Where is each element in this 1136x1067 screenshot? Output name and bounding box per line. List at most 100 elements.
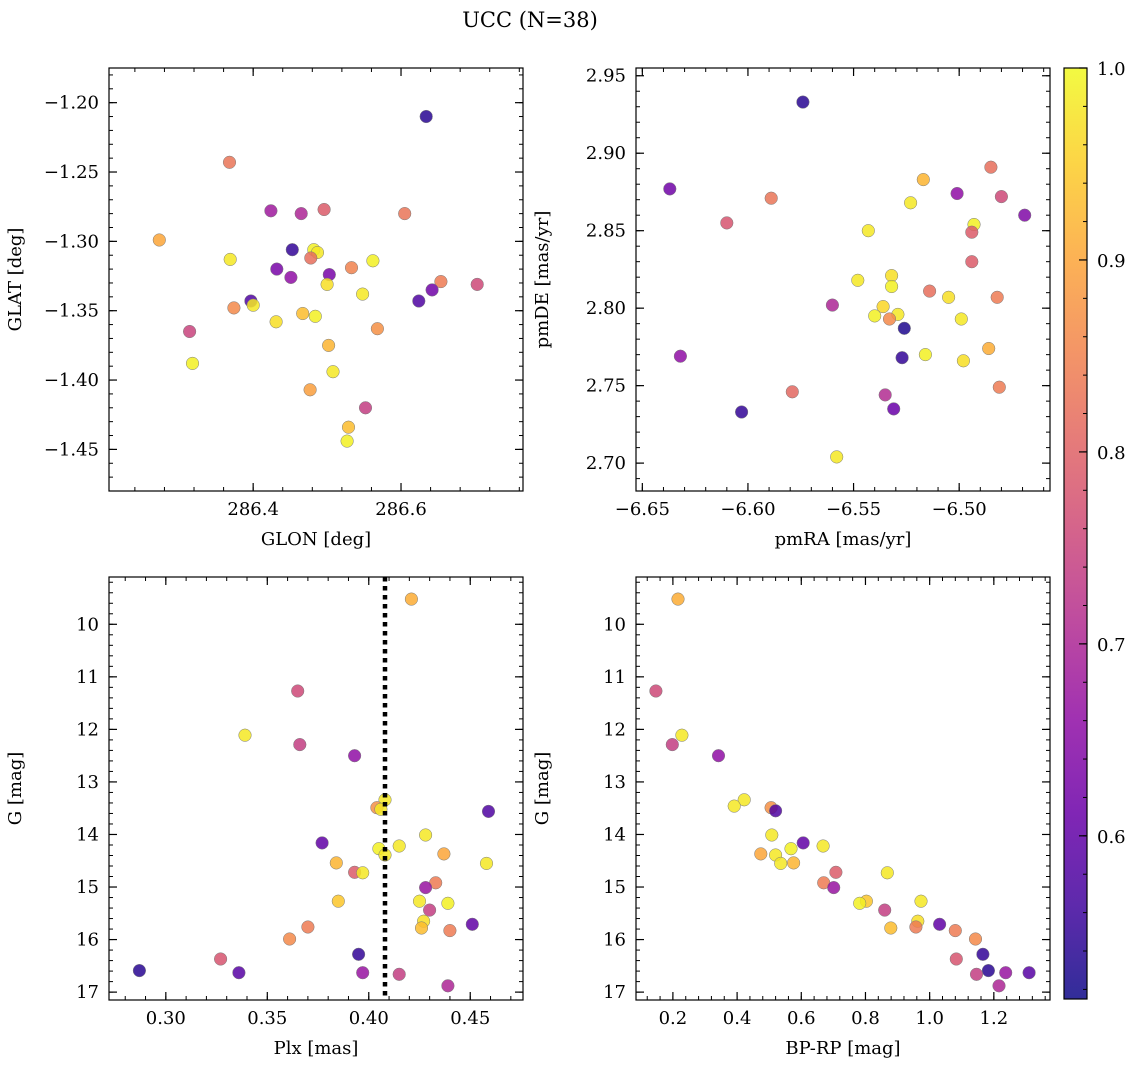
- scatter-point: [398, 207, 412, 221]
- scatter-point: [414, 921, 429, 935]
- x-tick-label: −6.65: [615, 499, 670, 520]
- scatter-point: [419, 881, 433, 895]
- scatter-point: [285, 243, 299, 257]
- y-tick-label: 14: [603, 824, 626, 845]
- scatter-point: [304, 251, 318, 265]
- scatter-point: [270, 262, 284, 276]
- scatter-point: [916, 173, 930, 187]
- scatter-point: [303, 383, 317, 397]
- y-tick-label: −1.25: [44, 162, 99, 183]
- scatter-point: [816, 839, 830, 853]
- scatter-point: [352, 947, 366, 961]
- scatter-point: [878, 388, 892, 402]
- colorbar-tick-label: 1.0: [1097, 59, 1126, 80]
- scatter-point: [673, 349, 687, 363]
- scatter-point: [965, 255, 979, 269]
- scatter-point: [711, 749, 726, 763]
- y-tick-label: −1.30: [44, 231, 99, 252]
- y-axis-label: G [mag]: [532, 752, 553, 825]
- scatter-point: [356, 866, 370, 880]
- x-tick-label: 0.8: [851, 1008, 880, 1029]
- scatter-point: [222, 155, 237, 169]
- scatter-point: [796, 95, 810, 109]
- axes-frame: [635, 576, 1051, 1001]
- colorbar-frame: [1063, 67, 1088, 1000]
- colorbar-tick-label: 0.6: [1097, 827, 1126, 848]
- scatter-point: [942, 290, 956, 304]
- y-tick-label: 2.95: [586, 66, 626, 87]
- scatter-point: [829, 865, 843, 879]
- scatter-point: [999, 966, 1013, 980]
- scatter-point: [479, 856, 494, 870]
- y-tick-label: 17: [76, 982, 99, 1003]
- scatter-point: [769, 804, 783, 818]
- y-tick-label: 2.75: [586, 376, 626, 397]
- scatter-point: [356, 966, 370, 980]
- scatter-point: [232, 966, 246, 980]
- scatter-point: [425, 283, 439, 297]
- y-tick-label: 17: [603, 982, 626, 1003]
- scatter-point: [727, 799, 741, 813]
- scatter-point: [948, 924, 962, 938]
- scatter-point: [214, 952, 228, 966]
- axis-ticks: [636, 577, 1050, 1000]
- scatter-point: [984, 160, 998, 174]
- scatter-points: [663, 95, 1032, 464]
- scatter-point: [784, 842, 798, 856]
- y-tick-label: 11: [603, 667, 626, 688]
- scatter-point: [437, 847, 451, 861]
- scatter-point: [887, 402, 901, 416]
- scatter-point: [481, 804, 496, 818]
- scatter-point: [950, 186, 964, 201]
- x-tick-label: 0.30: [146, 1008, 186, 1029]
- scatter-point: [949, 952, 963, 966]
- scatter-point: [423, 903, 437, 917]
- scatter-point: [348, 749, 362, 763]
- scatter-point: [465, 917, 479, 931]
- scatter-point: [720, 216, 734, 230]
- scatter-point: [392, 967, 406, 981]
- x-tick-label: 1.2: [980, 1008, 1009, 1029]
- scatter-point: [404, 592, 418, 606]
- scatter-point: [443, 924, 457, 938]
- scatter-point: [992, 979, 1006, 993]
- scatter-point: [956, 354, 970, 368]
- colorbar-tick-label: 0.7: [1097, 635, 1126, 656]
- scatter-point: [152, 233, 166, 247]
- scatter-point: [774, 856, 788, 870]
- scatter-point: [735, 405, 749, 419]
- axes-frame: [635, 67, 1051, 492]
- x-tick-label: −6.50: [932, 499, 987, 520]
- scatter-point: [419, 109, 433, 124]
- scatter-point: [853, 896, 867, 910]
- y-tick-label: 2.85: [586, 221, 626, 242]
- scatter-point: [994, 190, 1008, 204]
- x-tick-label: 286.4: [227, 499, 279, 520]
- scatter-point: [441, 979, 455, 993]
- axis-ticks: [636, 68, 1050, 491]
- scatter-point: [897, 321, 911, 335]
- scatter-point: [904, 196, 918, 210]
- scatter-point: [737, 793, 751, 807]
- y-tick-label: −1.45: [44, 439, 99, 460]
- scatter-point: [227, 301, 241, 315]
- scatter-point: [441, 896, 455, 910]
- scatter-point: [370, 322, 384, 336]
- scatter-point: [785, 385, 799, 399]
- x-axis-label: Plx [mas]: [274, 1038, 359, 1059]
- scatter-point: [827, 881, 841, 895]
- scatter-point: [284, 270, 298, 284]
- scatter-point: [663, 182, 677, 196]
- scatter-point: [851, 273, 865, 287]
- scatter-point: [320, 277, 334, 291]
- y-axis-label: GLAT [deg]: [5, 228, 26, 332]
- scatter-point: [882, 312, 897, 326]
- scatter-point: [825, 298, 839, 312]
- scatter-point: [884, 921, 898, 935]
- figure-title: UCC (N=38): [462, 8, 598, 32]
- scatter-point: [317, 202, 331, 217]
- scatter-point: [331, 894, 345, 908]
- scatter-point: [419, 828, 433, 842]
- y-tick-label: 11: [76, 667, 99, 688]
- scatter-point: [990, 290, 1004, 304]
